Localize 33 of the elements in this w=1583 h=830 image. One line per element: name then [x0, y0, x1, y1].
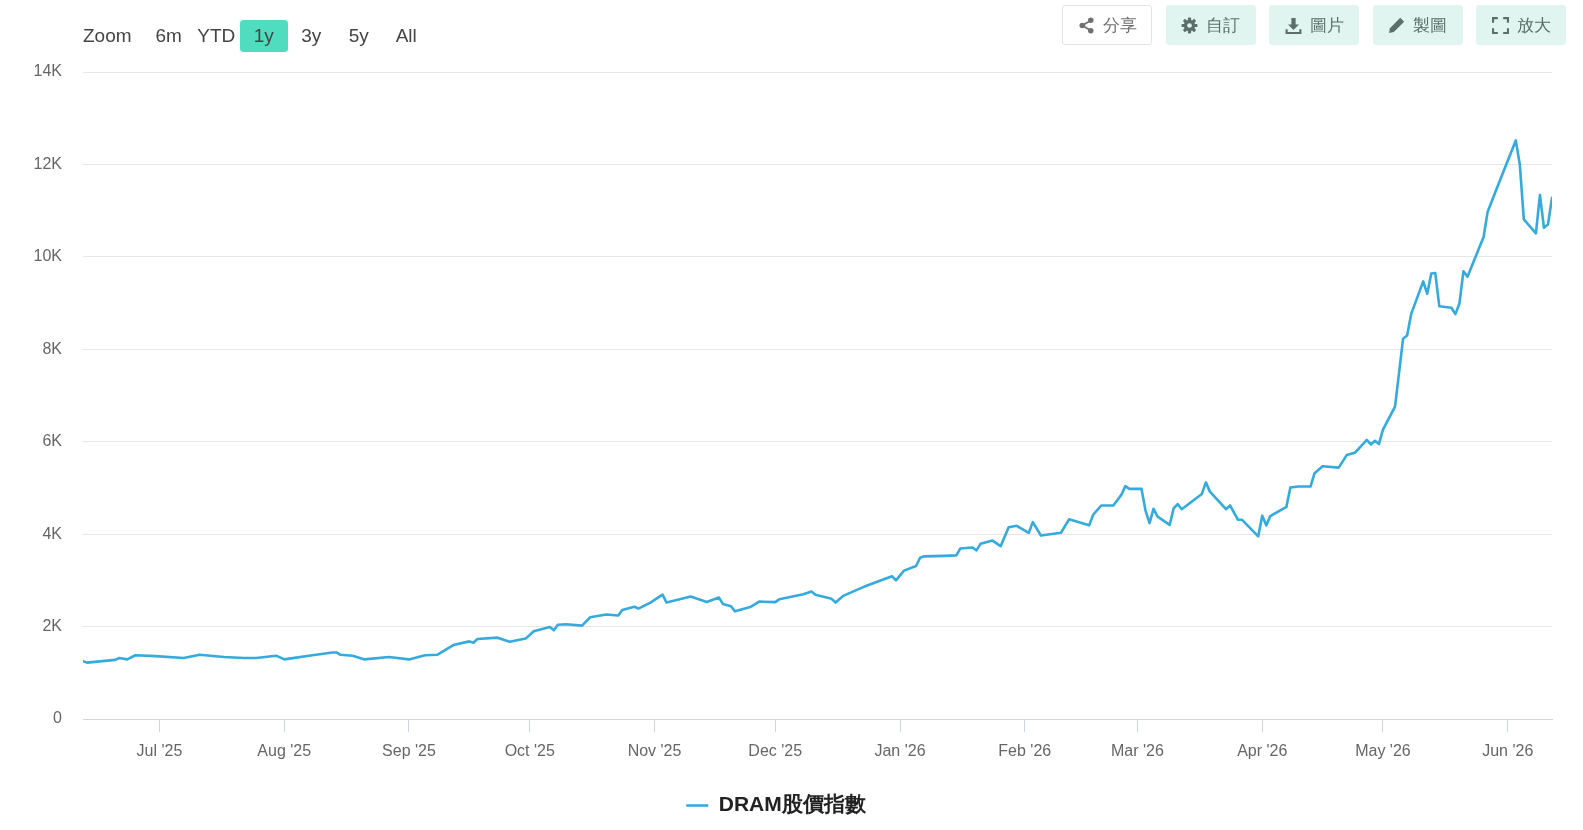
- text: 6m: [155, 25, 182, 47]
- x-tick-label: Jul '25: [136, 742, 183, 760]
- text: 5y: [348, 25, 369, 47]
- text: 分享: [1102, 14, 1137, 37]
- text: 1y: [253, 25, 274, 47]
- text: 自訂: [1206, 14, 1240, 37]
- x-tick-label: Jun '26: [1482, 742, 1534, 760]
- text: Zoom: [83, 25, 132, 46]
- x-tick-label: Oct '25: [504, 742, 555, 760]
- text: YTD: [197, 25, 236, 47]
- x-tick-label: Sep '25: [382, 742, 436, 760]
- text: 3y: [301, 25, 322, 47]
- y-tick-label: 8K: [42, 339, 63, 357]
- x-tick-label: Apr '26: [1237, 742, 1288, 760]
- text: 放大: [1516, 14, 1551, 37]
- y-tick-label: 6K: [42, 432, 63, 450]
- text: 製圖: [1413, 14, 1447, 37]
- y-tick-label: 14K: [33, 62, 63, 80]
- y-tick-label: 2K: [42, 616, 63, 634]
- legend-label: DRAM股價指數: [718, 792, 867, 816]
- x-tick-label: Mar '26: [1111, 742, 1164, 760]
- x-tick-label: Dec '25: [748, 742, 803, 760]
- y-tick-label: 0: [53, 709, 63, 727]
- x-tick-label: Jan '26: [874, 742, 926, 760]
- x-tick-label: Nov '25: [627, 742, 682, 760]
- text: All: [395, 25, 417, 47]
- x-tick-label: Feb '26: [998, 742, 1052, 760]
- y-tick-label: 4K: [42, 524, 63, 542]
- text: 圖片: [1309, 14, 1344, 37]
- y-tick-label: 12K: [33, 154, 63, 172]
- y-tick-label: 10K: [33, 247, 63, 265]
- x-tick-label: Aug '25: [257, 742, 312, 760]
- x-tick-label: May '26: [1355, 742, 1411, 760]
